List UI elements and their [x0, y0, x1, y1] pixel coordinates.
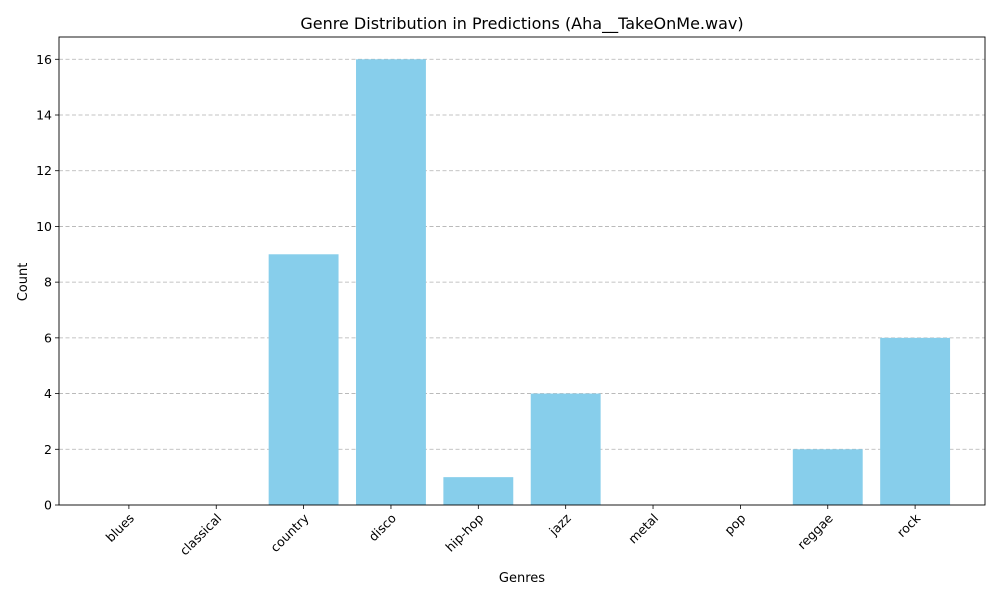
y-tick-label-2: 2 — [44, 442, 52, 457]
x-tick-label-reggae: reggae — [794, 510, 836, 552]
chart-title: Genre Distribution in Predictions (Aha__… — [300, 14, 743, 34]
x-tick-label-pop: pop — [721, 510, 748, 537]
x-tick-label-blues: blues — [103, 511, 137, 545]
y-tick-label-10: 10 — [36, 219, 52, 234]
bar-country — [268, 254, 339, 505]
y-tick-label-14: 14 — [36, 108, 52, 123]
y-tick-label-6: 6 — [44, 330, 52, 345]
bar-reggae — [792, 449, 863, 505]
x-tick-label-classical: classical — [177, 511, 225, 559]
bar-jazz — [530, 393, 601, 505]
x-tick-label-rock: rock — [894, 510, 924, 540]
bars — [268, 59, 951, 506]
x-tick-label-disco: disco — [366, 511, 400, 545]
y-tick-label-12: 12 — [36, 163, 52, 178]
y-tick-label-0: 0 — [44, 498, 52, 513]
gridlines — [59, 58, 985, 450]
axes — [58, 36, 986, 506]
x-tick-label-hip-hop: hip-hop — [442, 510, 486, 554]
x-tick-label-jazz: jazz — [545, 510, 574, 539]
y-tick-label-4: 4 — [44, 386, 52, 401]
x-axis-ticks: blues classical country disco hip-hop jazz met… — [103, 505, 924, 558]
x-axis-label: Genres — [499, 571, 545, 586]
y-axis-ticks: 0 2 4 6 8 10 12 14 16 — [36, 52, 59, 513]
x-tick-label-metal: metal — [625, 511, 661, 547]
bar-hip-hop — [443, 477, 514, 505]
y-tick-label-8: 8 — [44, 275, 52, 290]
plot-frame — [58, 36, 986, 506]
bar-rock — [880, 337, 951, 505]
y-tick-label-16: 16 — [36, 52, 52, 67]
x-tick-label-country: country — [267, 510, 312, 555]
y-axis-label: Count — [16, 263, 31, 302]
bar-disco — [356, 59, 426, 506]
